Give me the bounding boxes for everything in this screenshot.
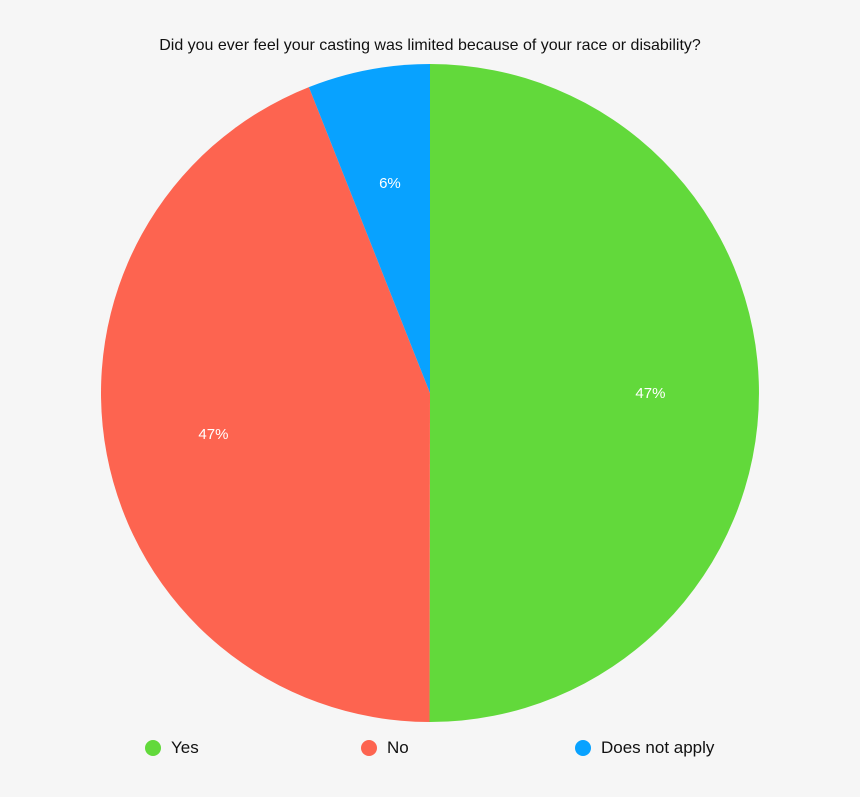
legend-item-no: No: [361, 737, 409, 759]
legend-label-yes: Yes: [171, 738, 199, 757]
legend-swatch-yes: [145, 740, 161, 756]
legend-item-yes: Yes: [145, 737, 199, 759]
legend-label-no: No: [387, 738, 409, 757]
slice-label-yes: 47%: [635, 385, 665, 402]
legend-label-does-not-apply: Does not apply: [601, 738, 715, 757]
pie-slice-does-not-apply: [308, 64, 430, 393]
legend-swatch-does-not-apply: [575, 740, 591, 756]
slice-label-does-not-apply: 6%: [379, 175, 401, 192]
legend-item-does-not-apply: Does not apply: [575, 737, 714, 759]
pie-slice-yes: [429, 64, 759, 722]
chart-title: Did you ever feel your casting was limit…: [159, 37, 701, 54]
slice-label-no: 47%: [198, 426, 228, 443]
legend-swatch-no: [361, 740, 377, 756]
pie-slice-no: [100, 87, 431, 722]
